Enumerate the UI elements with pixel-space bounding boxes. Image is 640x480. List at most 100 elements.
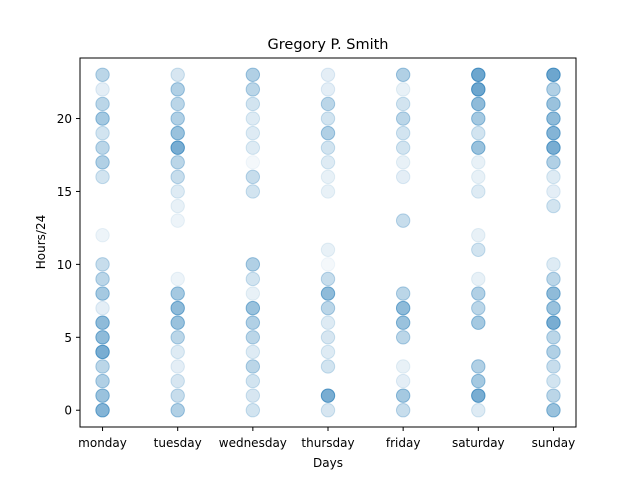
data-point [95, 228, 110, 243]
data-point [471, 315, 486, 330]
data-point [245, 315, 261, 330]
data-point [471, 271, 486, 287]
data-point [245, 169, 261, 185]
data-point [546, 373, 561, 389]
data-point [245, 403, 261, 418]
x-tick-label: sunday [532, 436, 576, 450]
data-point [395, 82, 411, 97]
data-point [546, 67, 561, 82]
data-point [471, 388, 486, 403]
data-point [395, 373, 411, 389]
data-point [245, 67, 261, 82]
data-point [245, 300, 261, 316]
data-point [471, 359, 486, 374]
data-point [95, 125, 110, 141]
data-point [471, 125, 486, 141]
data-point [95, 330, 110, 345]
data-point [395, 359, 411, 374]
data-point [546, 257, 561, 272]
data-point [546, 198, 561, 214]
data-point [95, 315, 110, 330]
data-point [546, 300, 561, 316]
data-point [320, 140, 336, 155]
data-point [170, 67, 185, 82]
data-point [320, 286, 336, 301]
data-point [170, 111, 185, 126]
data-point [245, 140, 261, 155]
data-point [546, 271, 561, 287]
data-point [170, 403, 185, 418]
data-point [471, 169, 486, 185]
data-point [471, 155, 486, 170]
data-point [170, 184, 185, 199]
data-point [546, 286, 561, 301]
data-point [395, 315, 411, 330]
data-point [395, 140, 411, 155]
y-axis-label: Hours/24 [34, 215, 48, 269]
data-point [245, 155, 261, 170]
data-point [245, 125, 261, 141]
data-point [546, 169, 561, 185]
y-tick-label: 5 [64, 331, 72, 345]
data-point [170, 140, 185, 155]
x-tick-label: wednesday [219, 436, 287, 450]
data-point [245, 111, 261, 126]
data-point [320, 403, 336, 418]
data-point [170, 373, 185, 389]
data-point [320, 82, 336, 97]
data-point [170, 155, 185, 170]
data-point [320, 67, 336, 82]
data-point [245, 373, 261, 389]
data-point [95, 388, 110, 403]
data-point [320, 169, 336, 185]
data-point [170, 330, 185, 345]
data-point [170, 286, 185, 301]
y-tick-label: 15 [57, 185, 72, 199]
data-point [395, 300, 411, 316]
data-point [245, 271, 261, 287]
data-point [395, 169, 411, 185]
data-point [245, 344, 261, 360]
data-point [395, 213, 411, 228]
data-point [95, 96, 110, 112]
data-point [95, 140, 110, 155]
data-point [320, 125, 336, 141]
data-point [95, 300, 110, 316]
data-point [95, 169, 110, 185]
data-point [471, 286, 486, 301]
data-point [95, 67, 110, 82]
x-tick-label: thursday [301, 436, 354, 450]
data-point [95, 344, 110, 360]
data-point [395, 388, 411, 403]
x-tick-label: friday [386, 436, 421, 450]
data-point [95, 155, 110, 170]
data-point [320, 155, 336, 170]
x-tick-label: saturday [452, 436, 505, 450]
data-point [471, 242, 486, 257]
data-point [546, 359, 561, 374]
data-point [95, 111, 110, 126]
data-point [95, 373, 110, 389]
chart-title: Gregory P. Smith [268, 37, 389, 53]
data-point [245, 330, 261, 345]
data-point [170, 169, 185, 185]
y-axis: 0 5 10 15 20 [57, 112, 80, 418]
data-point [320, 111, 336, 126]
y-tick-label: 10 [57, 258, 72, 272]
data-point [170, 125, 185, 141]
data-point [320, 257, 336, 272]
x-axis-label: Days [313, 456, 343, 470]
data-point [95, 286, 110, 301]
data-point [245, 388, 261, 403]
data-point [546, 403, 561, 418]
data-point [471, 82, 486, 97]
data-point [320, 388, 336, 403]
data-point [546, 82, 561, 97]
data-point [546, 125, 561, 141]
data-point [245, 96, 261, 112]
data-point [546, 155, 561, 170]
data-point [546, 140, 561, 155]
data-point [170, 96, 185, 112]
data-point [546, 111, 561, 126]
